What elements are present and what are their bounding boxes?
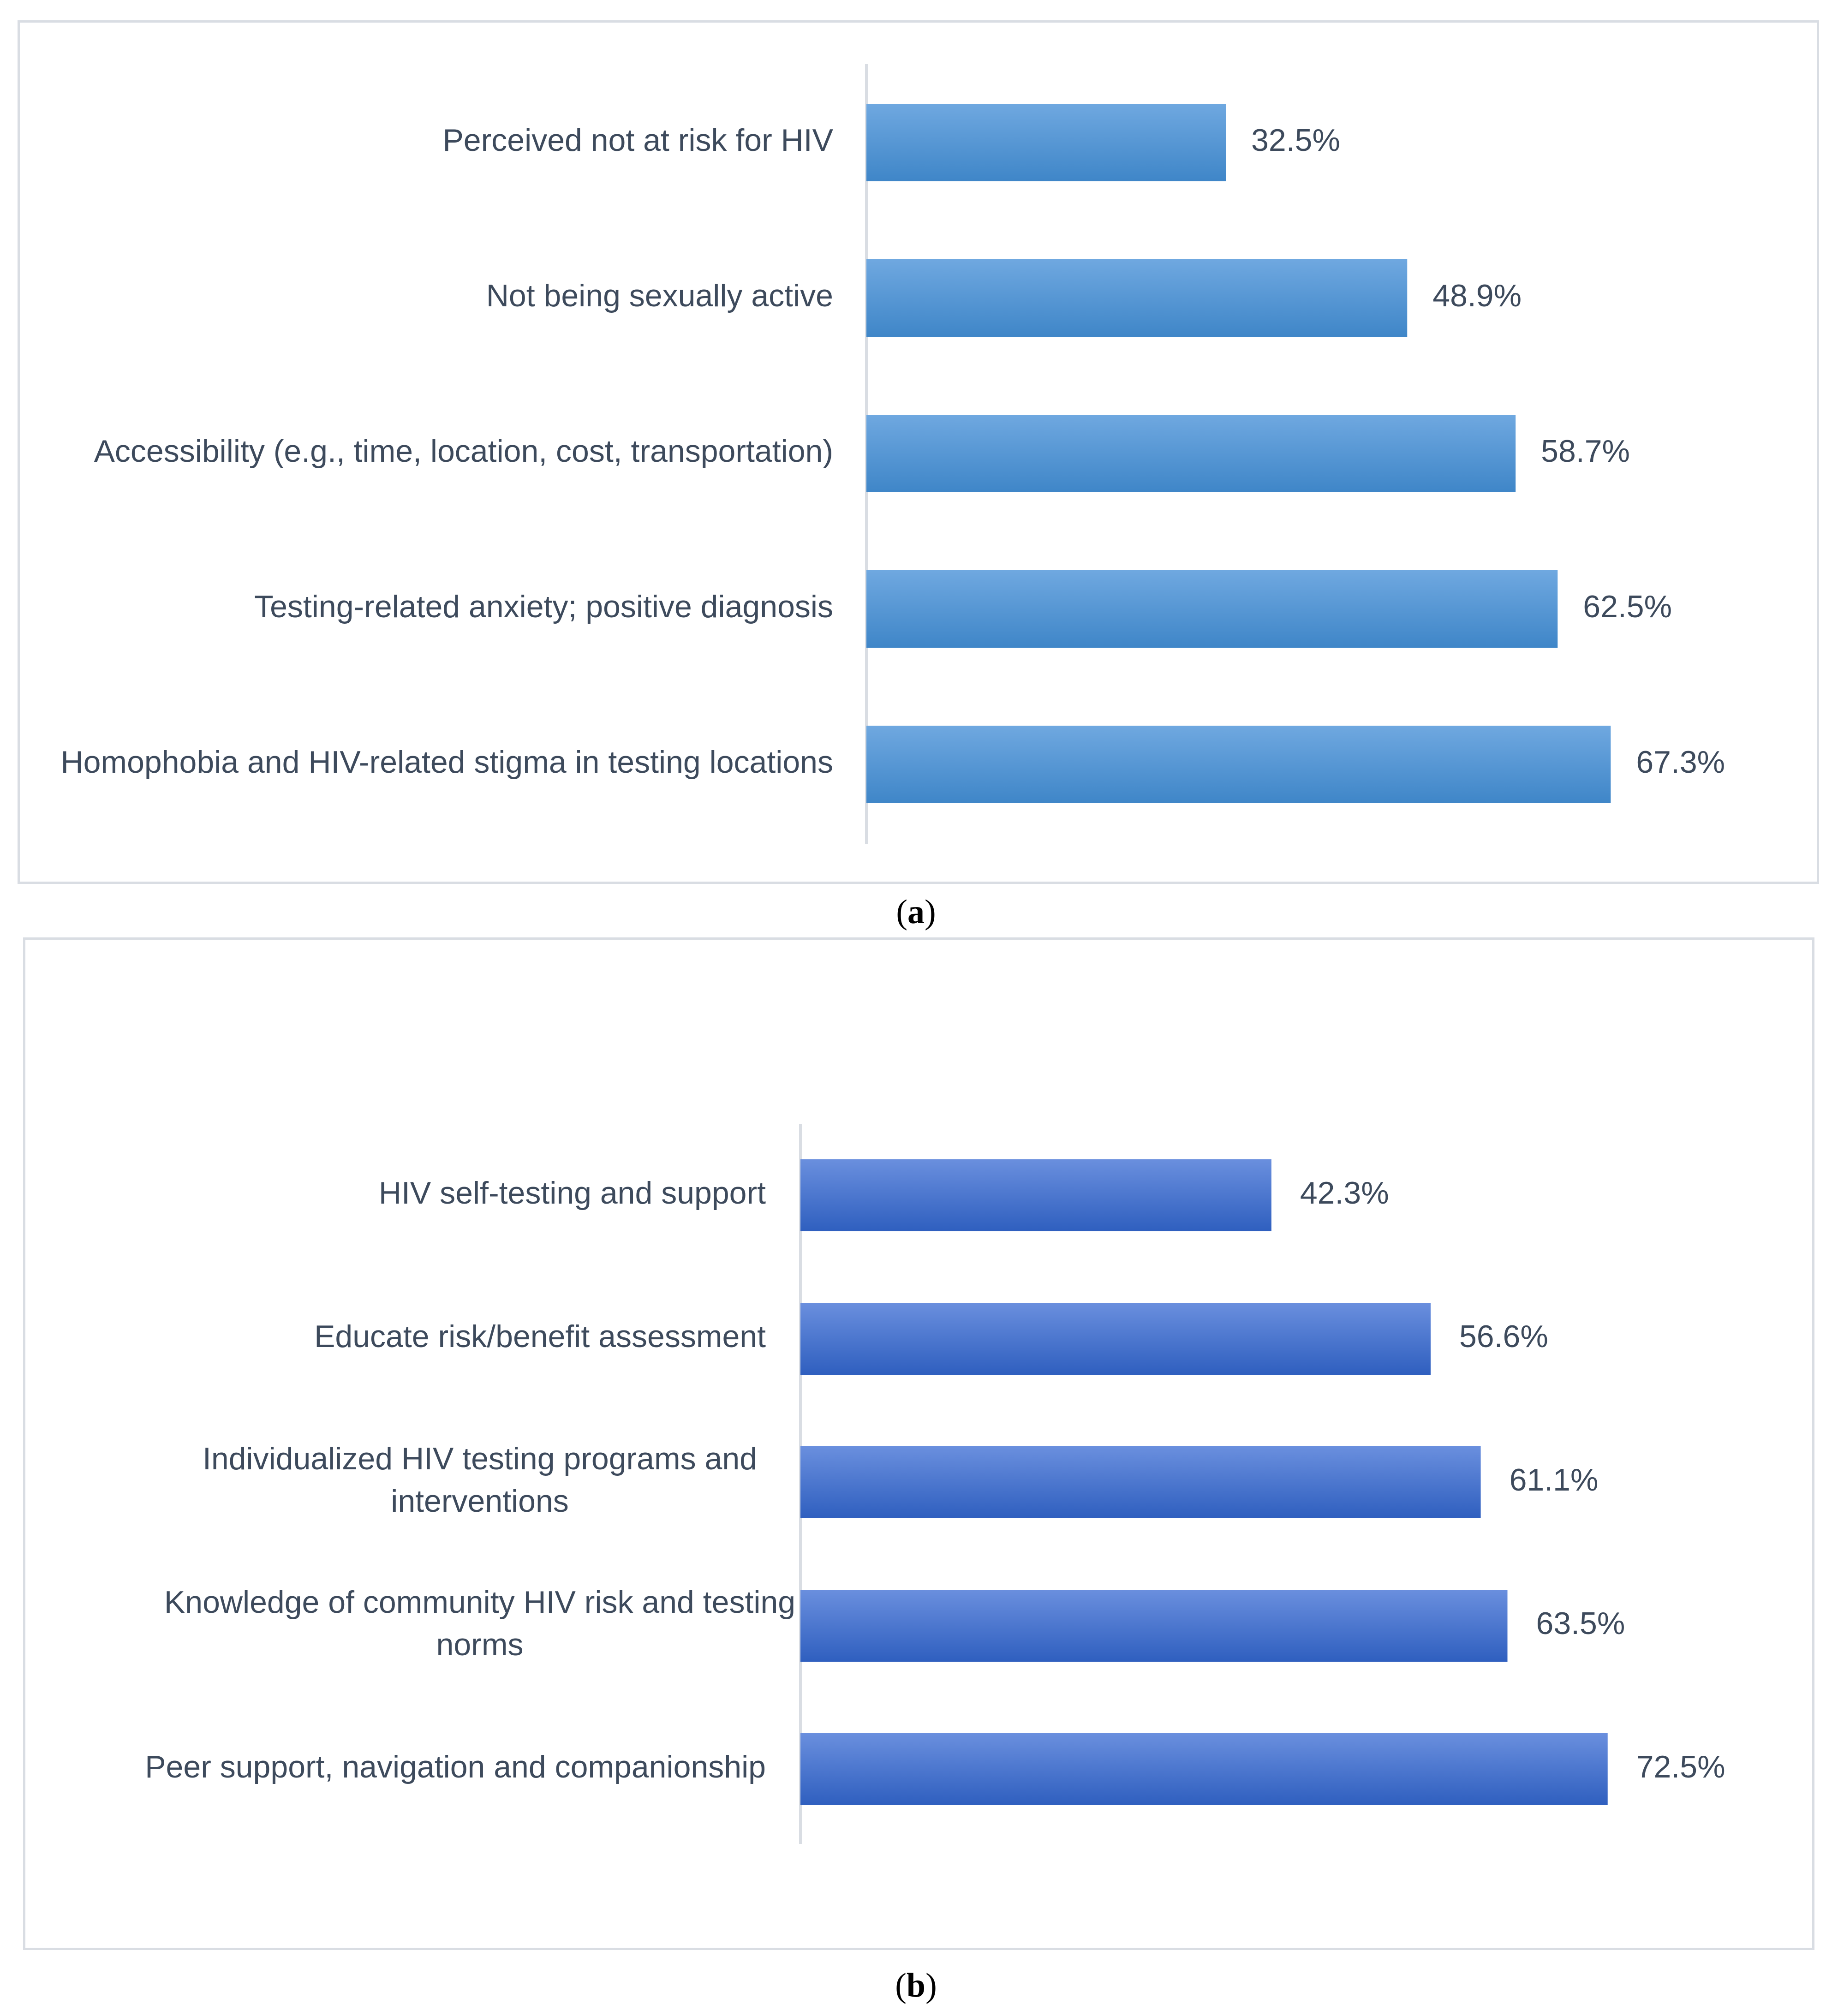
value-label: 67.3% <box>1636 745 1725 780</box>
category-label: Not being sexually active <box>486 278 833 313</box>
chart-panel-a: 32.5% Perceived not at risk for HIV 48.9% N… <box>18 20 1819 884</box>
bar-chart-a: 32.5% Perceived not at risk for HIV 48.9% N… <box>61 64 1725 844</box>
caption-b: (b) <box>895 1967 937 2004</box>
category-label: Homophobia and HIV-related stigma in tes… <box>61 745 834 780</box>
value-label: 58.7% <box>1541 434 1630 469</box>
bar <box>800 1446 1481 1518</box>
caption-a: (a) <box>896 893 936 931</box>
bar <box>866 104 1226 181</box>
bar <box>800 1159 1271 1231</box>
bar <box>866 415 1516 492</box>
bar <box>866 259 1408 337</box>
category-label: Knowledge of community HIV risk and test… <box>164 1585 795 1620</box>
category-label: Educate risk/benefit assessment <box>314 1319 766 1354</box>
bar <box>866 726 1611 803</box>
category-label: HIV self-testing and support <box>379 1175 766 1211</box>
value-label: 48.9% <box>1432 278 1522 313</box>
value-label: 42.3% <box>1300 1175 1389 1211</box>
value-label: 32.5% <box>1251 123 1340 158</box>
value-label: 72.5% <box>1636 1749 1725 1784</box>
value-label: 63.5% <box>1536 1606 1625 1641</box>
category-label: Peer support, navigation and companionsh… <box>145 1749 766 1784</box>
value-label: 61.1% <box>1510 1462 1599 1497</box>
category-label: norms <box>436 1627 524 1662</box>
category-label: Individualized HIV testing programs and <box>203 1441 757 1476</box>
chart-panel-b: 42.3% HIV self-testing and support 56.6% Ed… <box>23 937 1814 1950</box>
bar <box>800 1733 1608 1805</box>
bar-chart-b: 42.3% HIV self-testing and support 56.6% Ed… <box>145 1124 1725 1844</box>
category-label: interventions <box>391 1484 569 1519</box>
category-label: Testing-related anxiety; positive diagno… <box>254 589 833 624</box>
value-label: 56.6% <box>1459 1319 1548 1354</box>
category-label: Accessibility (e.g., time, location, cos… <box>94 434 833 469</box>
bar <box>866 570 1558 648</box>
bar <box>800 1590 1508 1662</box>
value-label: 62.5% <box>1583 589 1672 624</box>
bar <box>800 1303 1431 1375</box>
category-label: Perceived not at risk for HIV <box>442 123 833 158</box>
